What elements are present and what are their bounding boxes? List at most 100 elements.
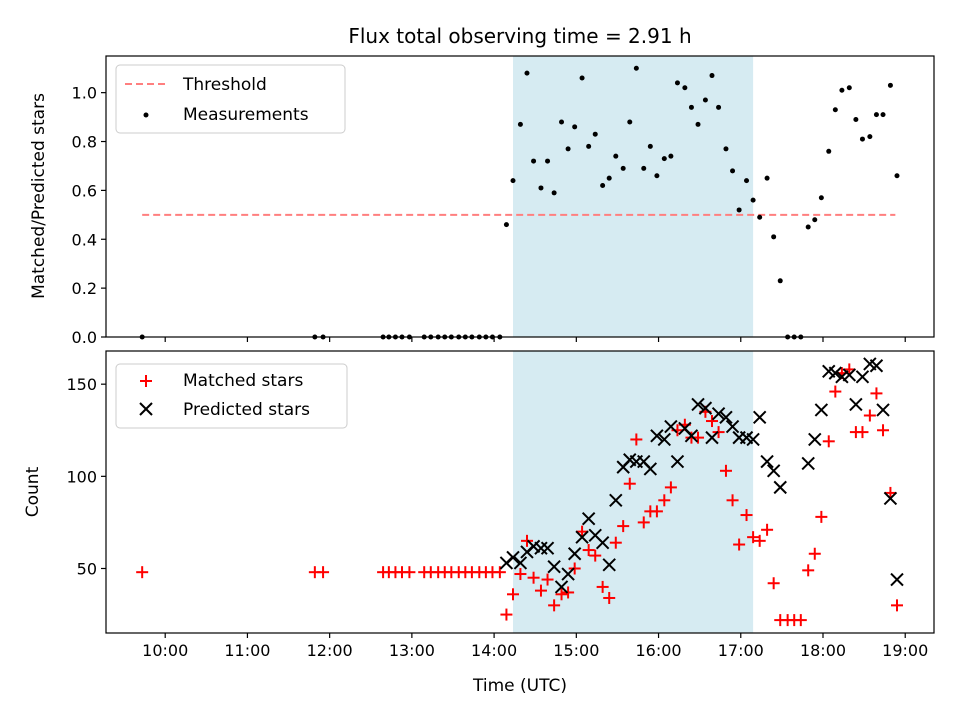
matched-star-point — [493, 566, 506, 579]
measurement-point — [503, 222, 509, 228]
matched-star-point — [794, 614, 807, 627]
matched-star-point — [555, 588, 568, 601]
matched-star-point — [829, 385, 842, 398]
measurement-point — [633, 65, 639, 71]
predicted-star-point — [855, 370, 870, 384]
predicted-star-point — [595, 535, 610, 550]
measurement-point — [750, 197, 756, 203]
predicted-star-point — [876, 403, 890, 417]
matched-star-point — [705, 415, 718, 428]
predicted-star-point — [513, 556, 528, 570]
y-tick-label: 100 — [66, 467, 97, 486]
predicted-star-point — [746, 432, 760, 447]
measurement-point — [592, 131, 598, 137]
predicted-star-point — [705, 430, 719, 445]
measurement-point — [517, 121, 523, 127]
predicted-star-point — [684, 429, 699, 443]
predicted-star-point — [828, 366, 843, 380]
measurement-point — [682, 85, 688, 91]
predicted-star-point — [814, 403, 829, 417]
measurement-point — [606, 175, 612, 181]
x-tick-label: 12:00 — [307, 641, 353, 660]
x-tick-label: 18:00 — [800, 641, 846, 660]
predicted-star-point — [801, 456, 815, 471]
matched-star-point — [747, 531, 760, 544]
legend-threshold-label: Threshold — [182, 75, 267, 95]
y-tick-label: 0.0 — [72, 328, 97, 347]
predicted-star-point — [760, 454, 774, 469]
measurement-point — [524, 70, 530, 76]
matched-star-point — [726, 494, 739, 507]
predicted-star-point — [842, 368, 857, 382]
measurement-point — [709, 73, 715, 79]
measurement-point — [880, 112, 886, 118]
matched-star-point — [712, 426, 725, 439]
matched-star-point — [596, 580, 609, 593]
x-tick-label: 17:00 — [718, 641, 764, 660]
predicted-star-point — [752, 410, 767, 425]
measurement-point — [771, 234, 777, 240]
predicted-star-point — [561, 567, 575, 581]
matched-star-point — [317, 566, 330, 579]
x-axis-label: Time (UTC) — [472, 676, 567, 696]
measurement-point — [723, 146, 729, 152]
predicted-star-point — [554, 580, 569, 594]
measurement-point — [620, 165, 626, 171]
count-y-axis-label: Count — [23, 466, 43, 517]
legend-measurements-swatch — [143, 112, 149, 118]
x-tick-label: 13:00 — [389, 641, 435, 660]
matched-star-point — [637, 516, 650, 529]
x-tick-label: 14:00 — [471, 641, 517, 660]
predicted-star-point — [643, 462, 658, 476]
predicted-star-point — [719, 410, 733, 425]
chart-title: Flux total observing time = 2.91 h — [348, 24, 691, 48]
measurement-point — [805, 224, 811, 230]
measurement-point — [688, 104, 694, 110]
measurement-point — [887, 82, 893, 88]
x-tick-label: 19:00 — [882, 641, 928, 660]
matched-star-point — [548, 599, 561, 612]
predicted-star-point — [547, 559, 561, 574]
measurement-point — [832, 107, 838, 113]
matched-star-point — [576, 525, 589, 538]
measurement-point — [674, 80, 680, 86]
matched-star-point — [761, 523, 774, 536]
matched-star-point — [650, 505, 663, 518]
measurement-point — [826, 148, 832, 154]
measurement-point — [730, 168, 736, 174]
matched-star-point — [500, 608, 513, 621]
y-tick-label: 0.8 — [72, 133, 97, 152]
observing-window-shade — [513, 56, 754, 337]
predicted-star-point — [534, 541, 548, 555]
measurement-point — [846, 85, 852, 91]
matched-star-point — [822, 435, 835, 448]
legend-predicted-swatch — [139, 402, 153, 416]
legend-predicted-label: Predicted stars — [183, 400, 310, 420]
predicted-star-point — [581, 512, 596, 526]
matched-star-point — [664, 481, 677, 494]
predicted-star-point — [883, 491, 898, 506]
x-tick-label: 15:00 — [553, 641, 599, 660]
matched-star-point — [623, 477, 636, 490]
matched-star-point — [609, 536, 622, 549]
count-panel: 50 100 150 10:00 11:00 12:00 13:00 14:00 15:00 16… — [23, 350, 935, 696]
ratio-panel-frame — [105, 55, 935, 338]
matched-star-point — [568, 562, 581, 575]
matched-star-point — [753, 534, 766, 547]
matched-star-point — [136, 566, 149, 579]
measurement-point — [736, 207, 742, 213]
matched-star-point — [589, 549, 602, 562]
ratio-panel: 0.0 0.2 0.4 0.6 0.8 1.0 Matched/Predicted sta… — [29, 55, 935, 347]
matched-star-point — [630, 433, 643, 446]
predicted-star-point — [808, 432, 822, 447]
predicted-star-point — [650, 429, 664, 443]
matched-star-point — [603, 591, 616, 604]
measurement-point — [600, 183, 606, 189]
ratio-legend: Threshold Measurements — [115, 64, 346, 134]
predicted-star-point — [670, 454, 685, 469]
y-tick-label: 150 — [66, 375, 97, 394]
measurement-point — [647, 143, 653, 149]
measurement-point — [654, 173, 660, 179]
matched-star-point — [733, 538, 746, 551]
legend-matched-label: Matched stars — [183, 371, 303, 391]
